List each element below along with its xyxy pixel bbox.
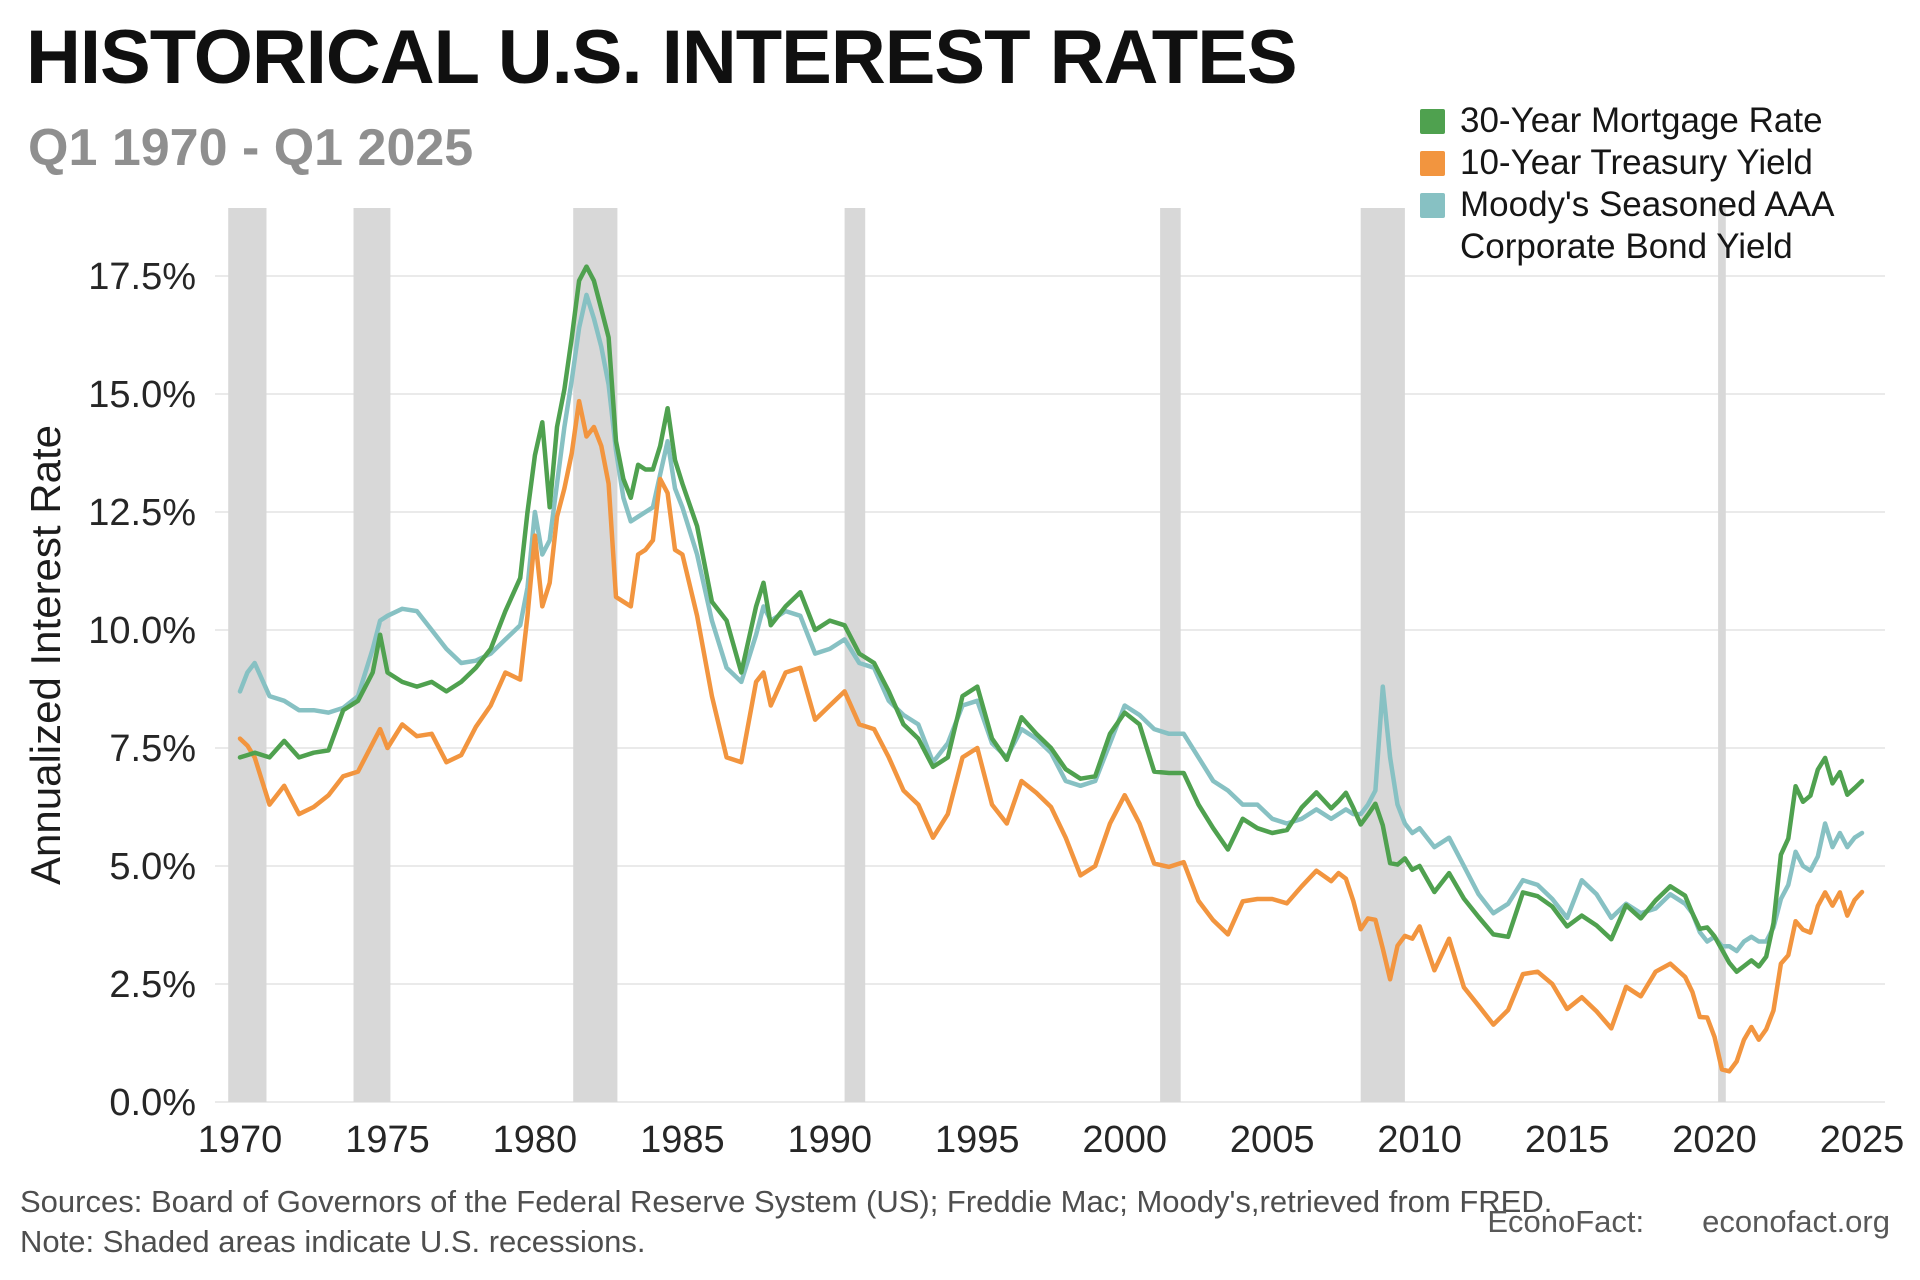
recession-band <box>1360 208 1405 1102</box>
y-axis-title: Annualized Interest Rate <box>22 425 69 885</box>
brand-name: EconoFact: <box>1487 1204 1645 1239</box>
legend-item: 10-Year Treasury Yield <box>1420 142 1834 184</box>
legend-swatch-icon <box>1420 109 1445 134</box>
series-line-30-year-mortgage-rate <box>237 264 1865 974</box>
y-tick-label: 7.5% <box>109 728 196 770</box>
legend-swatch-icon <box>1420 193 1445 218</box>
legend-label: Moody's Seasoned AAA Corporate Bond Yield <box>1460 185 1835 266</box>
x-tick-label: 1985 <box>640 1119 725 1161</box>
x-tick-label: 1970 <box>198 1119 283 1161</box>
x-tick-label: 1975 <box>345 1119 430 1161</box>
x-tick-label: 2010 <box>1377 1119 1462 1161</box>
page-subtitle: Q1 1970 - Q1 2025 <box>28 119 474 177</box>
x-tick-label: 2000 <box>1082 1119 1167 1161</box>
legend-swatch-icon <box>1420 151 1445 176</box>
x-tick-label: 1995 <box>935 1119 1020 1161</box>
legend: 30-Year Mortgage Rate 10-Year Treasury Yi… <box>1420 100 1834 268</box>
legend-item: 30-Year Mortgage Rate <box>1420 100 1834 142</box>
y-axis-tick-labels: 0.0% 2.5% 5.0% 7.5% 10.0% 12.5% 15.0% 17.5% <box>88 256 196 1124</box>
page-title: HISTORICAL U.S. INTEREST RATES <box>26 15 1298 100</box>
legend-item: Moody's Seasoned AAA Corporate Bond Yield <box>1420 184 1834 268</box>
x-tick-label: 2025 <box>1820 1119 1905 1161</box>
x-axis-tick-labels: 1970 1975 1980 1985 1990 1995 2000 2005 2010 2015… <box>198 1119 1905 1161</box>
series-line-10-year-treasury-yield <box>237 398 1865 1074</box>
x-tick-label: 2015 <box>1525 1119 1610 1161</box>
y-tick-label: 2.5% <box>109 964 196 1006</box>
sources-note: Sources: Board of Governors of the Feder… <box>20 1184 1553 1219</box>
y-tick-label: 0.0% <box>109 1082 196 1124</box>
brand-line: EconoFact: econofact.org <box>1487 1204 1890 1240</box>
recession-band <box>1718 208 1726 1102</box>
x-tick-label: 2005 <box>1230 1119 1315 1161</box>
legend-label: 30-Year Mortgage Rate <box>1460 101 1823 140</box>
x-tick-label: 1990 <box>788 1119 873 1161</box>
recession-band <box>1160 208 1181 1102</box>
legend-label: 10-Year Treasury Yield <box>1460 143 1813 182</box>
recession-band <box>228 208 267 1102</box>
y-tick-label: 15.0% <box>88 374 196 416</box>
recession-note: Note: Shaded areas indicate U.S. recessi… <box>20 1224 646 1259</box>
series-lines <box>237 264 1865 1074</box>
y-tick-label: 17.5% <box>88 256 196 298</box>
y-tick-label: 5.0% <box>109 846 196 888</box>
y-tick-label: 10.0% <box>88 610 196 652</box>
x-tick-label: 2020 <box>1672 1119 1757 1161</box>
y-tick-label: 12.5% <box>88 492 196 534</box>
gridlines <box>215 275 1885 1103</box>
brand-site: econofact.org <box>1702 1204 1890 1239</box>
x-tick-label: 1980 <box>493 1119 578 1161</box>
